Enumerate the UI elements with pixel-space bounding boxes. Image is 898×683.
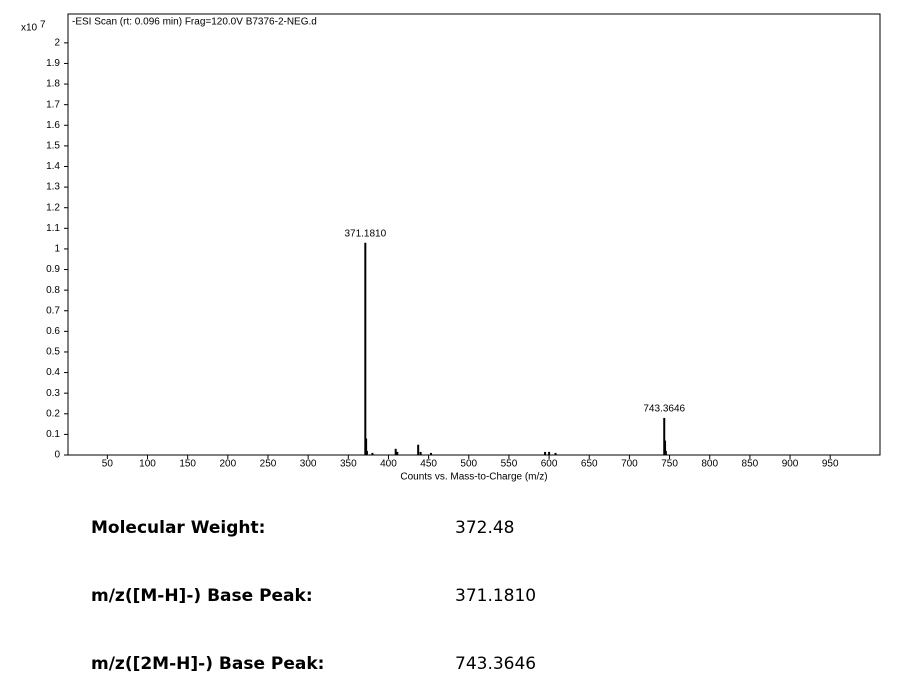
x-tick-label: 100 bbox=[139, 459, 156, 470]
x-tick-label: 550 bbox=[501, 459, 518, 470]
y-tick-label: 2 bbox=[54, 37, 60, 48]
y-tick-label: 1.8 bbox=[46, 79, 60, 90]
y-tick-label: 1.4 bbox=[46, 161, 60, 172]
x-tick-label: 750 bbox=[661, 459, 678, 470]
x-tick-label: 300 bbox=[300, 459, 317, 470]
y-tick-label: 0.9 bbox=[46, 264, 60, 275]
y-tick-label: 0.6 bbox=[46, 326, 60, 337]
x-tick-label: 50 bbox=[102, 459, 114, 470]
chart: -ESI Scan (rt: 0.096 min) Frag=120.0V B7… bbox=[21, 13, 881, 483]
x-tick-label: 350 bbox=[340, 459, 357, 470]
y-tick-label: 0.2 bbox=[46, 408, 60, 419]
detail-key: m/z([2M-H]-) Base Peak: bbox=[91, 654, 325, 674]
y-tick-label: 1.6 bbox=[46, 120, 60, 131]
x-axis-title: Counts vs. Mass-to-Charge (m/z) bbox=[400, 472, 547, 483]
y-tick-label: 1.1 bbox=[46, 223, 60, 234]
y-tick-label: 0.3 bbox=[46, 388, 60, 399]
x-tick-label: 200 bbox=[219, 459, 236, 470]
y-tick-label: 1.9 bbox=[46, 58, 60, 69]
detail-key: Molecular Weight: bbox=[91, 518, 266, 538]
x-tick-label: 250 bbox=[260, 459, 277, 470]
x-tick-label: 600 bbox=[541, 459, 558, 470]
y-tick-label: 0 bbox=[54, 450, 60, 461]
y-tick-label: 0.8 bbox=[46, 285, 60, 296]
x-tick-label: 850 bbox=[742, 459, 759, 470]
y-tick-label: 0.5 bbox=[46, 347, 60, 358]
peak-label: 371.1810 bbox=[344, 228, 386, 239]
peak-label: 743.3646 bbox=[643, 404, 685, 415]
y-tick-label: 0.1 bbox=[46, 429, 60, 440]
y-tick-label: 1.7 bbox=[46, 99, 60, 110]
detail-value: 372.48 bbox=[455, 518, 515, 538]
y-tick-label: 1.3 bbox=[46, 182, 60, 193]
x-tick-label: 900 bbox=[782, 459, 799, 470]
detail-key: m/z([M-H]-) Base Peak: bbox=[91, 586, 313, 606]
plot-frame bbox=[67, 13, 881, 456]
x-tick-label: 150 bbox=[179, 459, 196, 470]
x-tick-label: 400 bbox=[380, 459, 397, 470]
x-tick-label: 800 bbox=[701, 459, 718, 470]
y-scale-exponent: 7 bbox=[40, 20, 46, 31]
x-tick-label: 700 bbox=[621, 459, 638, 470]
y-tick-label: 1 bbox=[54, 244, 60, 255]
detail-row: m/z([M-H]-) Base Peak: 371.1810 bbox=[0, 586, 898, 610]
y-tick-label: 1.5 bbox=[46, 141, 60, 152]
y-tick-label: 0.4 bbox=[46, 367, 60, 378]
y-tick-label: 1.2 bbox=[46, 202, 60, 213]
x-tick-label: 650 bbox=[581, 459, 598, 470]
y-tick-label: 0.7 bbox=[46, 305, 60, 316]
y-scale-label: x10 bbox=[21, 23, 38, 34]
detail-row: m/z([2M-H]-) Base Peak: 743.3646 bbox=[0, 654, 898, 678]
x-tick-label: 450 bbox=[420, 459, 437, 470]
detail-row: Molecular Weight: 372.48 bbox=[0, 518, 898, 542]
x-tick-label: 950 bbox=[822, 459, 839, 470]
detail-value: 743.3646 bbox=[455, 654, 537, 674]
chart-title: -ESI Scan (rt: 0.096 min) Frag=120.0V B7… bbox=[72, 17, 317, 28]
x-tick-label: 500 bbox=[460, 459, 477, 470]
detail-value: 371.1810 bbox=[455, 586, 537, 606]
